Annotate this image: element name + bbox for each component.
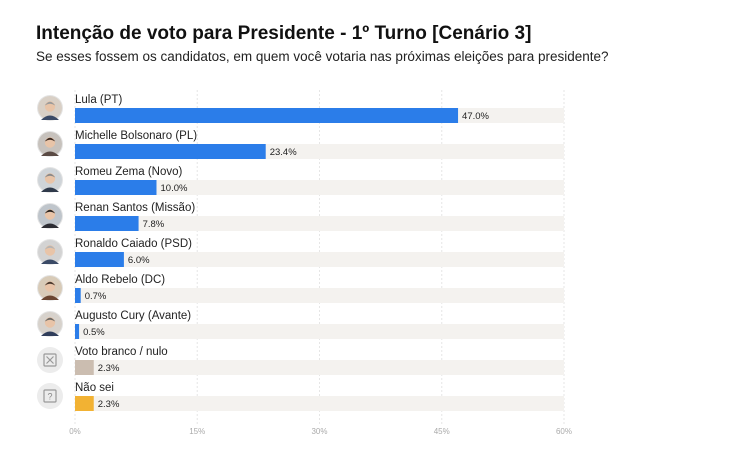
category-label: Romeu Zema (Novo) xyxy=(75,166,183,178)
x-tick-label: 45% xyxy=(434,427,450,436)
value-label: 47.0% xyxy=(462,111,489,122)
bar xyxy=(75,360,94,375)
avatar-icon xyxy=(37,167,63,193)
bar-row: Lula (PT) 47.0% xyxy=(37,94,564,123)
bar-row: ? Não sei 2.3% xyxy=(37,382,564,411)
value-label: 10.0% xyxy=(161,183,188,194)
bar-track xyxy=(75,324,564,339)
category-label: Lula (PT) xyxy=(75,94,122,106)
bar-track xyxy=(75,216,564,231)
avatar-icon xyxy=(37,95,63,121)
avatar-icon xyxy=(37,239,63,265)
bar xyxy=(75,108,459,123)
bar xyxy=(75,396,94,411)
x-tick-label: 30% xyxy=(311,427,327,436)
bar xyxy=(75,252,124,267)
bar-track xyxy=(75,288,564,303)
chart-subtitle: Se esses fossem os candidatos, em quem v… xyxy=(36,49,609,64)
rows-layer: Lula (PT) 47.0% Michelle Bolsonaro (PL) 23.… xyxy=(37,94,564,411)
bar-track xyxy=(75,360,564,375)
bar-row: Aldo Rebelo (DC) 0.7% xyxy=(37,274,564,303)
bar-row: Michelle Bolsonaro (PL) 23.4% xyxy=(37,130,564,159)
avatar-icon xyxy=(37,203,63,229)
value-label: 0.5% xyxy=(83,327,105,338)
bar xyxy=(75,324,80,339)
ballot-x-icon xyxy=(37,347,63,373)
category-label: Michelle Bolsonaro (PL) xyxy=(75,130,197,142)
bar xyxy=(75,216,139,231)
bar xyxy=(75,180,157,195)
avatar-icon xyxy=(37,275,63,301)
x-tick-label: 15% xyxy=(189,427,205,436)
bar-track xyxy=(75,180,564,195)
category-label: Renan Santos (Missão) xyxy=(75,202,195,214)
bar-track xyxy=(75,252,564,267)
value-label: 23.4% xyxy=(270,147,297,158)
avatar-icon xyxy=(37,131,63,157)
bar xyxy=(75,288,81,303)
value-label: 7.8% xyxy=(143,219,165,230)
bar-row: Ronaldo Caiado (PSD) 6.0% xyxy=(37,238,564,267)
bar-row: Romeu Zema (Novo) 10.0% xyxy=(37,166,564,195)
category-label: Não sei xyxy=(75,382,114,394)
category-label: Voto branco / nulo xyxy=(75,346,168,358)
bar-row: Renan Santos (Missão) 7.8% xyxy=(37,202,564,231)
bar-row: Augusto Cury (Avante) 0.5% xyxy=(37,310,564,339)
question-icon: ? xyxy=(37,383,63,409)
x-tick-label: 0% xyxy=(69,427,81,436)
bar-track xyxy=(75,396,564,411)
value-label: 2.3% xyxy=(98,399,120,410)
category-label: Augusto Cury (Avante) xyxy=(75,310,191,322)
value-label: 0.7% xyxy=(85,291,107,302)
category-label: Aldo Rebelo (DC) xyxy=(75,274,165,286)
x-tick-label: 60% xyxy=(556,427,572,436)
value-label: 6.0% xyxy=(128,255,150,266)
category-label: Ronaldo Caiado (PSD) xyxy=(75,238,192,250)
bar xyxy=(75,144,266,159)
chart-title: Intenção de voto para Presidente - 1º Tu… xyxy=(36,23,532,44)
bar-row: Voto branco / nulo 2.3% xyxy=(37,346,564,375)
x-axis-ticks: 0% 15% 30% 45% 60% xyxy=(69,427,572,436)
value-label: 2.3% xyxy=(98,363,120,374)
svg-text:?: ? xyxy=(47,392,52,402)
avatar-icon xyxy=(37,311,63,337)
